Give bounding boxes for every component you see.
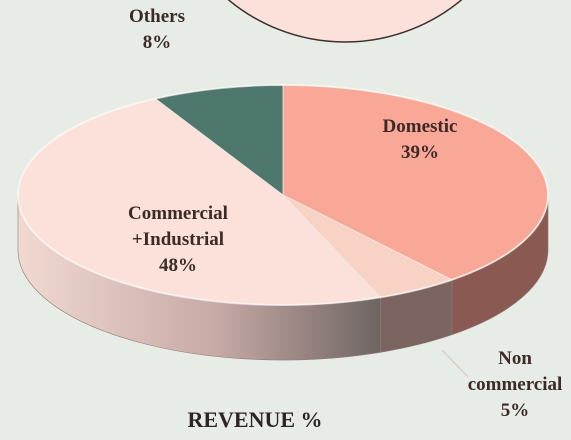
slice-label: Others 8% — [129, 4, 185, 56]
value-label: 39% — [400, 142, 439, 163]
slice-label: Domestic 39% — [383, 114, 458, 166]
pie — [17, 84, 549, 361]
slice-label: Non commercial 5% — [468, 346, 563, 424]
other-pie-edge — [227, 0, 463, 43]
slice-label: Commercial +Industrial 48% — [128, 201, 228, 279]
category-label: Domestic — [382, 116, 458, 137]
value-label: 8% — [142, 32, 172, 53]
category-label: Non commercial — [467, 348, 563, 395]
leader-line — [441, 349, 469, 378]
pie-rim — [17, 84, 549, 306]
category-label: Others — [129, 6, 185, 27]
value-label: 5% — [500, 400, 530, 421]
category-label: Commercial +Industrial — [128, 203, 228, 250]
chart-title: REVENUE % — [187, 407, 323, 432]
value-label: 48% — [158, 255, 197, 276]
